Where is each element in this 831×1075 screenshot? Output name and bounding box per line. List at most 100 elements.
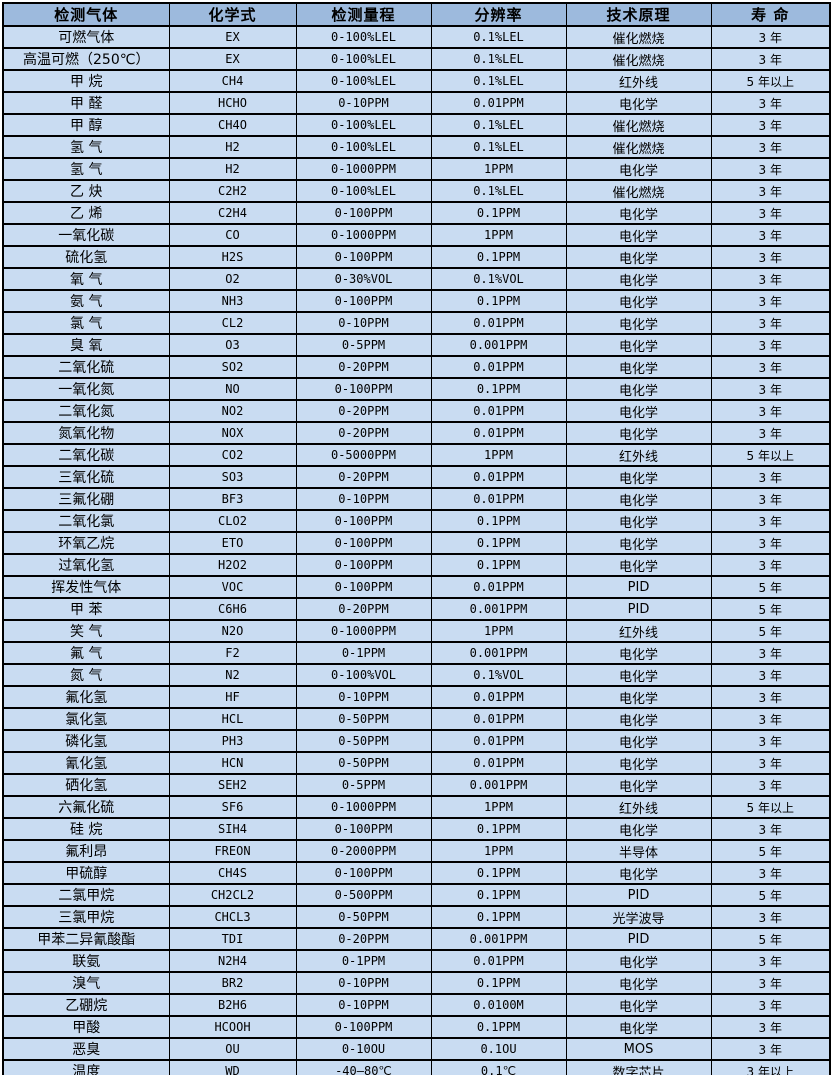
gas-name-cell: 笑 气 [2,620,170,643]
formula-cell: EX [168,48,297,71]
gas-name-cell: 环氧乙烷 [2,532,170,555]
resolution-cell: 0.1PPM [430,818,567,841]
lifespan-cell: 5 年 [710,576,831,599]
principle-cell: 电化学 [565,730,712,753]
range-cell: 0-1PPM [295,950,432,973]
table-row: 硅 烷 SIH4 0-100PPM 0.1PPM 电化学 3 年 [2,818,831,841]
table-row: 硫化氢 H2S 0-100PPM 0.1PPM 电化学 3 年 [2,246,831,269]
range-cell: 0-20PPM [295,400,432,423]
range-cell: 0-5PPM [295,774,432,797]
principle-cell: 电化学 [565,1016,712,1039]
formula-cell: SO2 [168,356,297,379]
resolution-cell: 0.1PPM [430,862,567,885]
principle-cell: 电化学 [565,994,712,1017]
table-row: 氰化氢 HCN 0-50PPM 0.01PPM 电化学 3 年 [2,752,831,775]
range-cell: 0-1PPM [295,642,432,665]
resolution-cell: 0.01PPM [430,312,567,335]
range-cell: 0-10PPM [295,994,432,1017]
principle-cell: 催化燃烧 [565,180,712,203]
principle-cell: 光学波导 [565,906,712,929]
formula-cell: O3 [168,334,297,357]
gas-name-cell: 甲 醛 [2,92,170,115]
principle-cell: 电化学 [565,422,712,445]
table-row: 氧 气 O2 0-30%VOL 0.1%VOL 电化学 3 年 [2,268,831,291]
resolution-cell: 0.1PPM [430,972,567,995]
principle-cell: 电化学 [565,334,712,357]
principle-cell: 电化学 [565,378,712,401]
resolution-cell: 0.01PPM [430,752,567,775]
table-row: 二氧化氮 NO2 0-20PPM 0.01PPM 电化学 3 年 [2,400,831,423]
range-cell: 0-100%VOL [295,664,432,687]
lifespan-cell: 3 年 [710,994,831,1017]
table-row: 三氧化硫 SO3 0-20PPM 0.01PPM 电化学 3 年 [2,466,831,489]
principle-cell: 电化学 [565,818,712,841]
resolution-cell: 0.01PPM [430,686,567,709]
range-cell: 0-100PPM [295,532,432,555]
formula-cell: OU [168,1038,297,1061]
gas-name-cell: 氮 气 [2,664,170,687]
gas-name-cell: 氧 气 [2,268,170,291]
range-cell: 0-100%LEL [295,180,432,203]
formula-cell: H2 [168,136,297,159]
resolution-cell: 0.1PPM [430,246,567,269]
gas-name-cell: 硅 烷 [2,818,170,841]
gas-name-cell: 挥发性气体 [2,576,170,599]
formula-cell: SEH2 [168,774,297,797]
formula-cell: CH4O [168,114,297,137]
lifespan-cell: 3 年 [710,466,831,489]
resolution-cell: 0.1%LEL [430,180,567,203]
range-cell: 0-100PPM [295,818,432,841]
principle-cell: 催化燃烧 [565,48,712,71]
principle-cell: 电化学 [565,158,712,181]
table-row: 氟化氢 HF 0-10PPM 0.01PPM 电化学 3 年 [2,686,831,709]
range-cell: 0-1000PPM [295,796,432,819]
range-cell: 0-100%LEL [295,136,432,159]
lifespan-cell: 3 年 [710,818,831,841]
formula-cell: HCHO [168,92,297,115]
lifespan-cell: 5 年 [710,620,831,643]
table-row: 笑 气 N2O 0-1000PPM 1PPM 红外线 5 年 [2,620,831,643]
range-cell: 0-100PPM [295,246,432,269]
gas-name-cell: 过氧化氢 [2,554,170,577]
principle-cell: 电化学 [565,312,712,335]
formula-cell: NO [168,378,297,401]
gas-name-cell: 六氟化硫 [2,796,170,819]
formula-cell: B2H6 [168,994,297,1017]
table-row: 挥发性气体 VOC 0-100PPM 0.01PPM PID 5 年 [2,576,831,599]
resolution-cell: 0.01PPM [430,356,567,379]
lifespan-cell: 5 年 [710,884,831,907]
table-row: 氟利昂 FREON 0-2000PPM 1PPM 半导体 5 年 [2,840,831,863]
range-cell: -40—80℃ [295,1060,432,1075]
principle-cell: 催化燃烧 [565,114,712,137]
principle-cell: PID [565,576,712,599]
formula-cell: CH4S [168,862,297,885]
table-row: 溴气 BR2 0-10PPM 0.1PPM 电化学 3 年 [2,972,831,995]
principle-cell: 红外线 [565,796,712,819]
principle-cell: 电化学 [565,708,712,731]
gas-name-cell: 三氧化硫 [2,466,170,489]
table-row: 氯 气 CL2 0-10PPM 0.01PPM 电化学 3 年 [2,312,831,335]
table-row: 一氧化氮 NO 0-100PPM 0.1PPM 电化学 3 年 [2,378,831,401]
principle-cell: MOS [565,1038,712,1061]
formula-cell: HCOOH [168,1016,297,1039]
formula-cell: HF [168,686,297,709]
resolution-cell: 0.01PPM [430,92,567,115]
principle-cell: 电化学 [565,862,712,885]
table-row: 甲酸 HCOOH 0-100PPM 0.1PPM 电化学 3 年 [2,1016,831,1039]
formula-cell: H2S [168,246,297,269]
gas-name-cell: 高温可燃（250℃） [2,48,170,71]
range-cell: 0-20PPM [295,598,432,621]
gas-name-cell: 硒化氢 [2,774,170,797]
lifespan-cell: 3 年 [710,664,831,687]
principle-cell: 电化学 [565,950,712,973]
lifespan-cell: 3 年 [710,224,831,247]
lifespan-cell: 3 年 [710,290,831,313]
principle-cell: 电化学 [565,400,712,423]
lifespan-cell: 3 年 [710,422,831,445]
table-row: 硒化氢 SEH2 0-5PPM 0.001PPM 电化学 3 年 [2,774,831,797]
resolution-cell: 0.01PPM [430,488,567,511]
lifespan-cell: 3 年 [710,1038,831,1061]
lifespan-cell: 5 年 [710,928,831,951]
lifespan-cell: 3 年 [710,642,831,665]
resolution-cell: 0.01PPM [430,466,567,489]
